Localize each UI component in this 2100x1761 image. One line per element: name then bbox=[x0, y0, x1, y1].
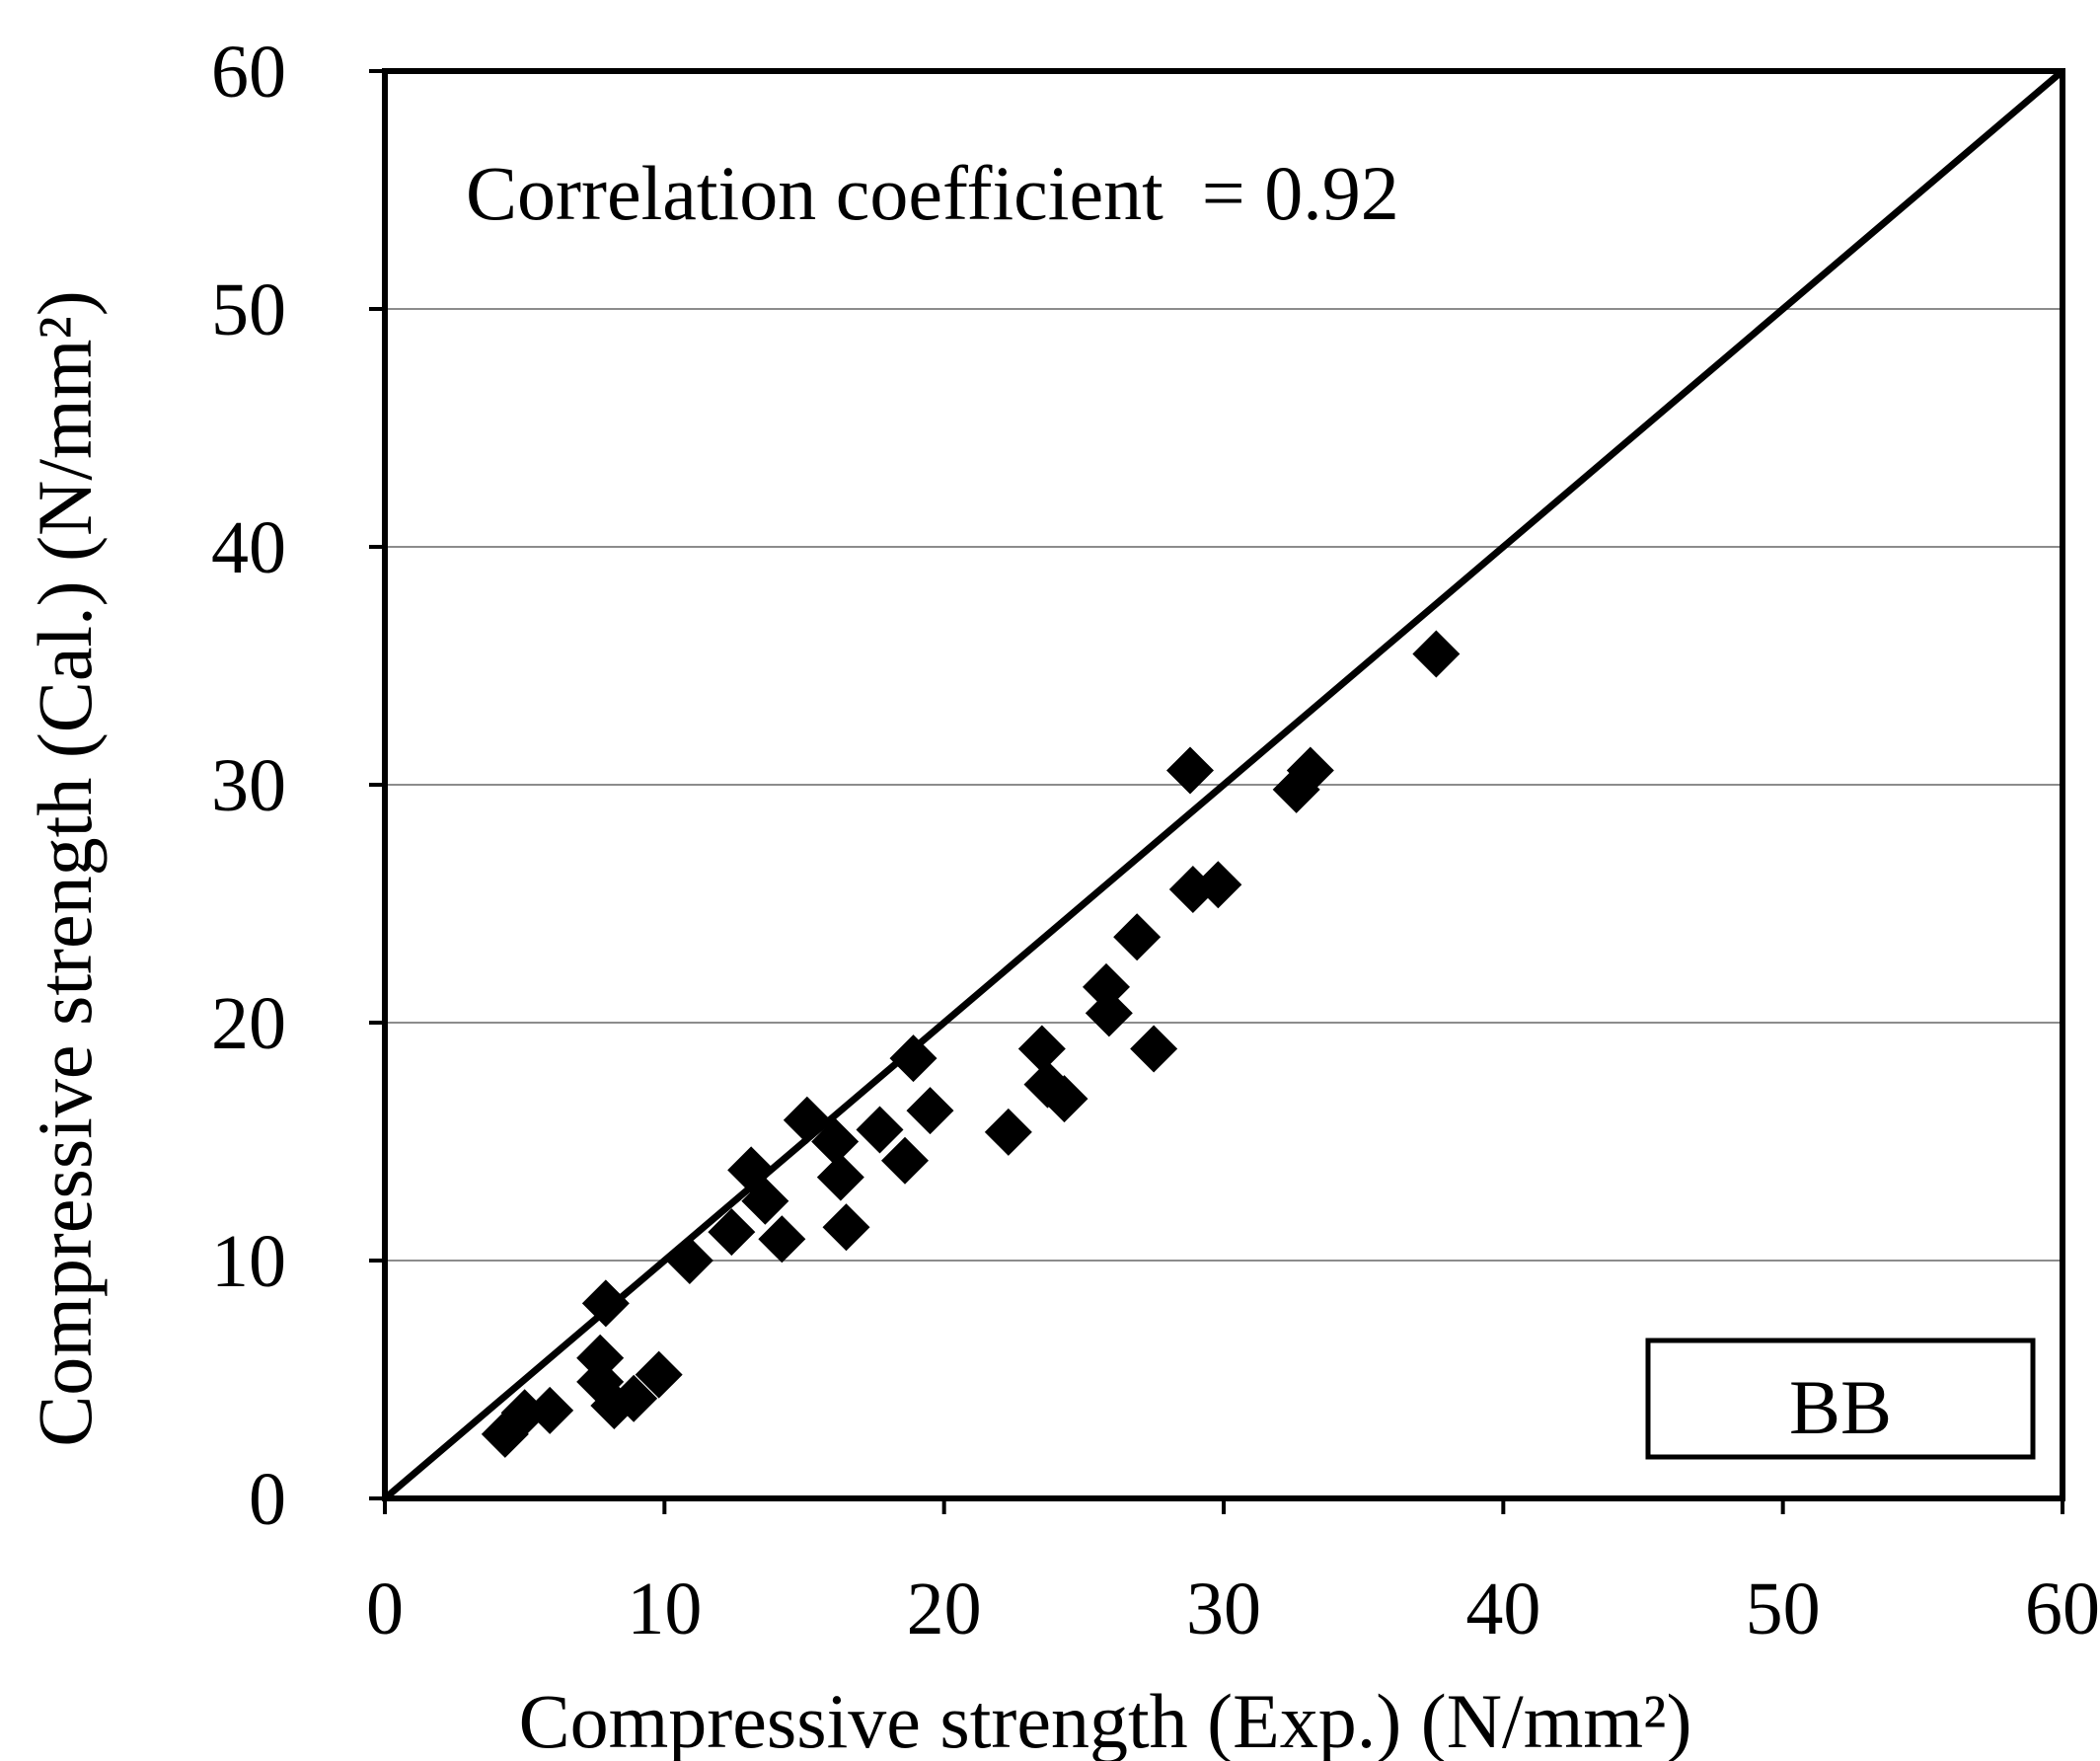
data-point-22 bbox=[984, 1108, 1032, 1156]
data-point-18 bbox=[856, 1106, 904, 1154]
x-tick-label-5: 50 bbox=[1746, 1568, 1821, 1650]
y-tick-label-4: 40 bbox=[211, 506, 286, 589]
y-tick-label-2: 20 bbox=[211, 982, 286, 1065]
data-point-21 bbox=[906, 1087, 954, 1135]
data-point-7 bbox=[581, 1279, 630, 1328]
x-axis-title: Compressive strength (Exp.) (N/mm²) bbox=[519, 1678, 1692, 1761]
data-point-20 bbox=[889, 1034, 938, 1083]
x-tick-label-1: 10 bbox=[627, 1568, 702, 1650]
data-point-9 bbox=[665, 1237, 713, 1284]
data-point-30 bbox=[1166, 746, 1214, 795]
legend-box: BB bbox=[1645, 1338, 2036, 1460]
data-point-29 bbox=[1130, 1025, 1178, 1073]
data-point-16 bbox=[816, 1153, 864, 1201]
data-point-25 bbox=[1040, 1075, 1088, 1123]
legend-box-label: BB bbox=[1789, 1364, 1892, 1450]
data-point-19 bbox=[881, 1136, 929, 1185]
data-point-28 bbox=[1113, 913, 1162, 961]
x-tick-label-3: 30 bbox=[1186, 1568, 1261, 1650]
data-point-32 bbox=[1194, 861, 1242, 909]
x-tick-label-4: 40 bbox=[1465, 1568, 1540, 1650]
y-tick-label-6: 60 bbox=[211, 31, 286, 114]
data-point-2 bbox=[526, 1386, 574, 1434]
data-point-27 bbox=[1085, 989, 1133, 1037]
data-points bbox=[481, 630, 1461, 1458]
reference-line-layer bbox=[382, 68, 2065, 1501]
data-point-8 bbox=[635, 1350, 683, 1399]
legend-box-frame bbox=[1645, 1338, 2036, 1460]
x-tick-label-0: 0 bbox=[366, 1568, 404, 1650]
data-point-35 bbox=[1412, 630, 1461, 678]
data-point-14 bbox=[783, 1096, 831, 1144]
y-tick-label-3: 30 bbox=[211, 744, 286, 827]
data-point-17 bbox=[822, 1203, 870, 1252]
data-point-15 bbox=[811, 1117, 860, 1166]
y-tick-labels: 0 10 20 30 40 50 60 bbox=[211, 31, 286, 1541]
x-tick-label-2: 20 bbox=[907, 1568, 982, 1650]
correlation-annotation: Correlation coefficient = 0.92 bbox=[466, 150, 1399, 236]
data-point-10 bbox=[708, 1208, 756, 1257]
data-point-34 bbox=[1286, 746, 1334, 795]
axis-ticks bbox=[369, 69, 2064, 1514]
data-point-12 bbox=[741, 1177, 789, 1225]
data-point-13 bbox=[758, 1215, 806, 1263]
data-point-4 bbox=[576, 1334, 625, 1382]
y-tick-label-5: 50 bbox=[211, 268, 286, 351]
data-point-6 bbox=[610, 1374, 658, 1422]
reference-line-y-equals-x bbox=[382, 68, 2065, 1501]
y-axis-title: Compressive strength (Cal.) (N/mm²) bbox=[22, 290, 108, 1447]
y-tick-label-1: 10 bbox=[211, 1220, 286, 1303]
x-tick-labels: 0 10 20 30 40 50 60 bbox=[366, 1568, 2100, 1650]
y-tick-label-0: 0 bbox=[249, 1458, 286, 1541]
data-point-23 bbox=[1017, 1025, 1066, 1073]
x-tick-label-6: 60 bbox=[2025, 1568, 2100, 1650]
